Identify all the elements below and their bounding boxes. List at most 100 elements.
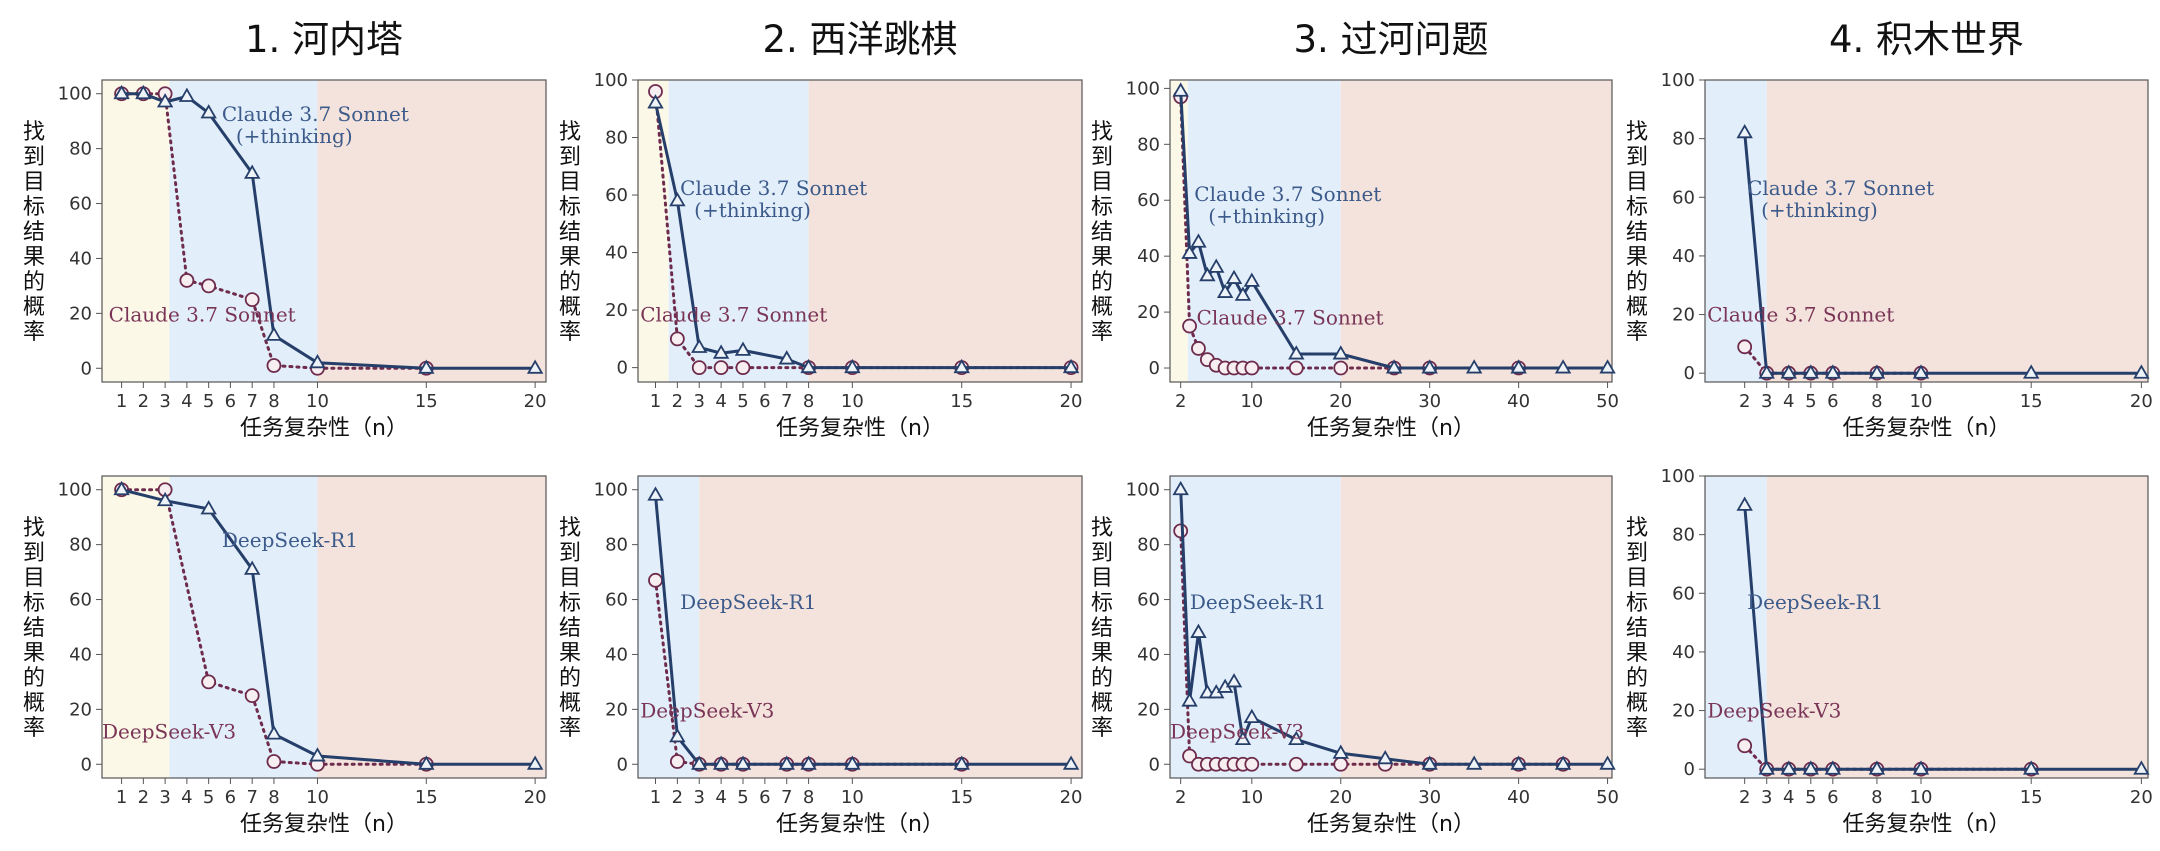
data-point-triangle [1510, 755, 1527, 770]
regime-band [102, 80, 170, 382]
x-tick-label: 8 [268, 391, 279, 412]
y-tick-label: 0 [1684, 759, 1695, 780]
y-axis-label: 找到目标结果的概率 [559, 516, 581, 741]
y-tick-label: 100 [1661, 466, 1695, 487]
x-tick-label: 2 [672, 391, 683, 412]
chart-panel-6: 0 20 40 60 80 100 1 2 3 4 5 6 7 8 10 15 20 任务复杂性（n） 找到目标结果… [559, 475, 1083, 837]
data-point-triangle [1758, 364, 1775, 379]
data-point-triangle [1225, 673, 1243, 688]
data-point-triangle [1868, 364, 1886, 379]
data-point-circle [244, 292, 260, 308]
regime-band [1187, 80, 1341, 382]
y-tick-label: 20 [605, 300, 628, 321]
series-label-thinking: Claude 3.7 Sonnet (+thinking) [1194, 182, 1381, 228]
data-point-triangle [156, 491, 174, 507]
x-tick-label: 2 [672, 787, 683, 808]
x-tick-label: 5 [1805, 391, 1816, 412]
x-axis-label: 任务复杂性（n） [1307, 416, 1475, 441]
data-point-triangle [669, 728, 686, 743]
data-point-triangle [2022, 364, 2040, 379]
series-label-baseline: DeepSeek-V3 [1707, 699, 1841, 723]
chart-panel-7: 0 20 40 60 80 100 2 10 20 30 40 50 任务复杂性（n） 找到目标结果的概率… [1091, 475, 1619, 837]
series-label-thinking: Claude 3.7 Sonnet (+thinking) [222, 102, 409, 148]
y-tick-label: 60 [605, 185, 628, 206]
data-point-triangle [1465, 755, 1483, 770]
data-point-circle [1173, 523, 1189, 539]
chart-panel-1: 0 20 40 60 80 100 1 2 3 4 5 6 7 8 10 15 20 任务复杂性（n） 找到目标结果… [23, 18, 547, 441]
x-tick-label: 5 [737, 391, 748, 412]
data-point-triangle [1062, 358, 1080, 374]
data-point-circle [266, 754, 282, 769]
y-tick-label: 100 [594, 70, 628, 91]
data-point-triangle [1802, 364, 1819, 379]
data-point-triangle [844, 358, 861, 374]
y-tick-label: 20 [1137, 699, 1160, 720]
regime-band [1705, 476, 1767, 778]
x-tick-label: 8 [1871, 391, 1882, 412]
x-tick-label: 5 [1805, 787, 1816, 808]
series-label-baseline: DeepSeek-V3 [640, 699, 774, 723]
data-point-triangle [1243, 272, 1261, 287]
y-tick-label: 100 [1126, 480, 1160, 501]
y-tick-label: 100 [58, 480, 92, 501]
plot-frame [637, 79, 1083, 383]
y-tick-label: 80 [1672, 129, 1695, 150]
x-tick-label: 2 [1739, 391, 1750, 412]
plot-frame [1169, 79, 1613, 383]
data-point-triangle [1181, 692, 1198, 707]
x-axis-label: 任务复杂性（n） [776, 416, 944, 441]
series-line-thinking [120, 488, 537, 766]
data-point-triangle [691, 755, 708, 770]
x-tick-label: 10 [306, 391, 329, 412]
x-tick-label: 8 [803, 787, 814, 808]
data-point-triangle [1421, 359, 1438, 374]
x-axis-label: 任务复杂性（n） [1843, 812, 2011, 837]
x-tick-label: 7 [246, 391, 257, 412]
y-tick-label: 40 [605, 243, 628, 264]
regime-band [1340, 80, 1612, 382]
plot-frame [1169, 475, 1613, 779]
data-point-triangle [734, 755, 752, 770]
data-point-triangle [1377, 749, 1394, 765]
regime-band [808, 80, 1082, 382]
data-point-triangle [778, 350, 795, 365]
series-label-thinking: DeepSeek-R1 [222, 528, 358, 552]
x-tick-label: 2 [138, 391, 149, 412]
x-tick-label: 20 [1060, 787, 1083, 808]
y-tick-label: 100 [1126, 78, 1160, 99]
data-point-triangle [1199, 266, 1216, 282]
x-tick-label: 7 [246, 787, 257, 808]
data-point-triangle [647, 94, 664, 109]
series-label-thinking: Claude 3.7 Sonnet (+thinking) [1747, 176, 1934, 222]
data-point-triangle [691, 338, 708, 353]
data-point-circle [669, 754, 685, 769]
plot-frame [1704, 475, 2149, 779]
series-label-baseline: Claude 3.7 Sonnet [1707, 303, 1894, 327]
y-tick-label: 60 [1137, 590, 1160, 611]
y-tick-label: 0 [81, 358, 92, 379]
data-point-triangle [1062, 755, 1080, 770]
y-tick-label: 20 [1672, 701, 1695, 722]
data-point-circle [735, 360, 751, 376]
panel-title: 4. 积木世界 [1829, 18, 2024, 61]
y-tick-label: 0 [81, 754, 92, 775]
data-point-triangle [734, 341, 752, 356]
x-tick-label: 2 [1175, 787, 1186, 808]
panel-title: 2. 西洋跳棋 [762, 18, 957, 61]
regime-band [317, 476, 546, 778]
data-point-triangle [2022, 760, 2040, 775]
data-point-triangle [669, 191, 686, 207]
y-tick-label: 0 [1684, 363, 1695, 384]
x-tick-label: 2 [1739, 787, 1750, 808]
data-point-triangle [1172, 82, 1189, 97]
series-line-thinking [120, 92, 537, 370]
data-point-triangle [1190, 233, 1207, 248]
x-axis-label: 任务复杂性（n） [1307, 812, 1475, 837]
data-point-triangle [647, 486, 664, 501]
x-tick-label: 6 [759, 391, 770, 412]
x-tick-label: 15 [415, 391, 438, 412]
regime-band [169, 80, 318, 382]
y-tick-label: 80 [1137, 535, 1160, 556]
y-tick-label: 20 [69, 303, 92, 324]
